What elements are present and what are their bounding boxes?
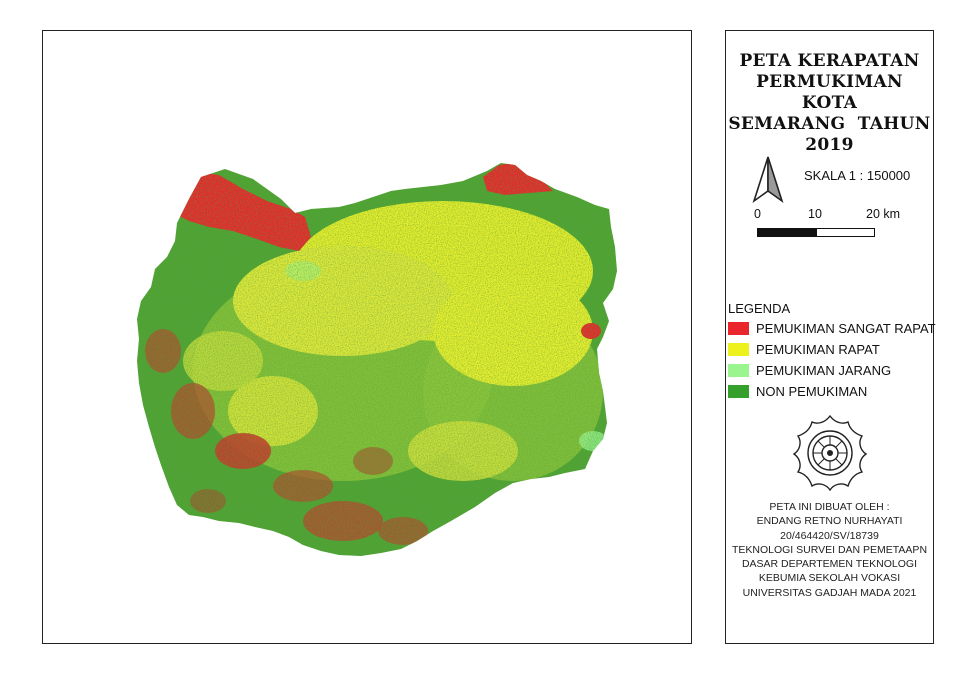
legend-swatch-yellow [728,342,749,356]
legend-label: NON PEMUKIMAN [756,383,868,399]
legend-item-jarang: PEMUKIMAN JARANG [728,362,891,378]
legend-title: LEGENDA [728,301,791,316]
legend-item-rapat: PEMUKIMAN RAPAT [728,341,880,357]
map-title-line-1: PETA KERAPATAN [739,51,920,71]
credit-line: DASAR DEPARTEMEN TEKNOLOGI [741,558,918,571]
legend-swatch-red [728,321,749,335]
map-title: PETA KERAPATAN PERMUKIMAN KOTA SEMARANG … [726,51,933,156]
credit-line: KEBUMIA SEKOLAH VOKASI [758,572,901,585]
scale-bar [757,228,875,237]
map-title-line-2: PERMUKIMAN KOTA [756,72,903,113]
ugm-seal-icon [792,414,868,492]
credit-line: ENDANG RETNO NURHAYATI [756,515,903,528]
settlement-density-map[interactable] [43,31,692,644]
scale-label-0: 0 [754,207,761,221]
scale-bar-labels: 0 10 20 km [752,207,912,223]
scale-bar-black-segment [758,229,817,236]
legend-label: PEMUKIMAN RAPAT [756,341,880,357]
legend-swatch-green [728,384,749,398]
scale-text: SKALA 1 : 150000 [804,168,911,183]
north-arrow-icon [752,156,784,204]
legend-item-non-pemukiman: NON PEMUKIMAN [728,383,867,399]
map-credits: PETA INI DIBUAT OLEH : ENDANG RETNO NURH… [726,500,933,600]
credit-line: TEKNOLOGI SURVEI DAN PEMETAAPN [731,543,928,556]
legend-label: PEMUKIMAN SANGAT RAPAT [756,320,936,336]
legend-swatch-light-green [728,363,749,377]
legend-label: PEMUKIMAN JARANG [756,362,892,378]
scale-label-10: 10 [808,207,822,221]
credit-line: UNIVERSITAS GADJAH MADA 2021 [742,586,917,599]
map-info-panel: PETA KERAPATAN PERMUKIMAN KOTA SEMARANG … [725,30,936,644]
map-frame[interactable] [42,30,692,644]
map-title-line-3: SEMARANG TAHUN [728,114,931,134]
credit-line: 20/464420/SV/18739 [780,529,879,542]
scale-label-20: 20 km [866,207,901,221]
map-title-line-4: 2019 [805,135,854,155]
legend-item-sangat-rapat: PEMUKIMAN SANGAT RAPAT [728,320,936,336]
credit-line: PETA INI DIBUAT OLEH : [769,501,890,513]
